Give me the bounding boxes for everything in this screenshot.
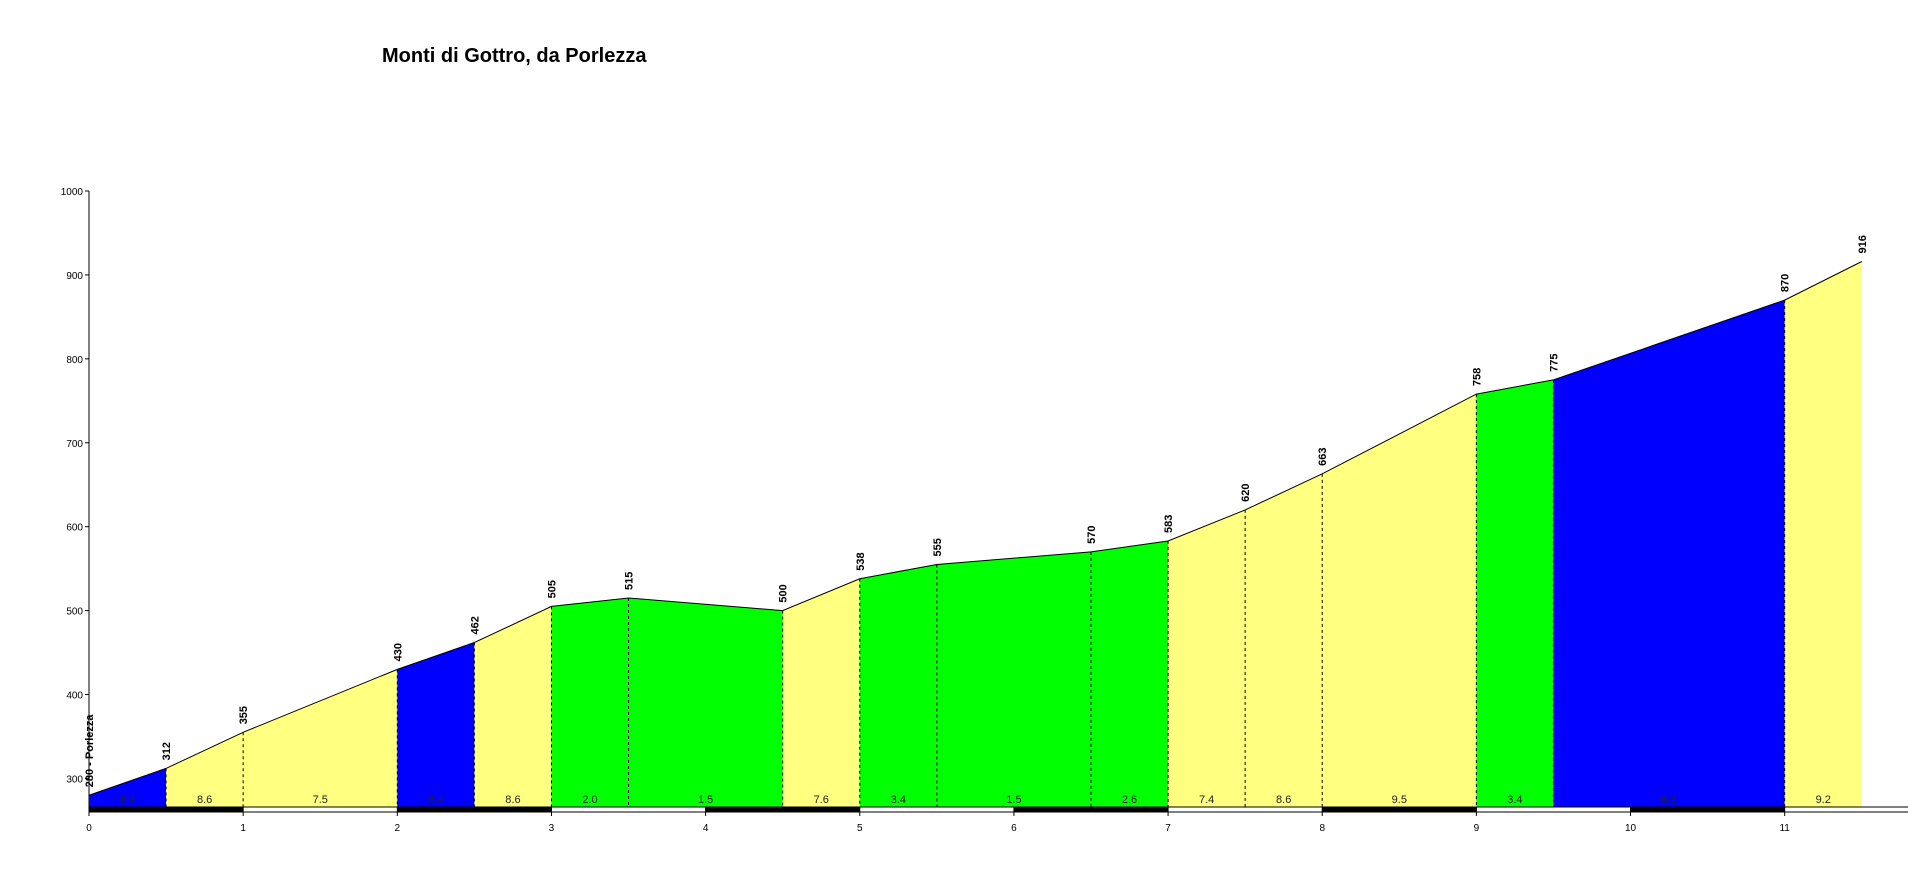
segment-label: 1.5 — [1006, 794, 1021, 806]
chart-title: Monti di Gottro, da Porlezza — [382, 45, 647, 67]
point-label: 775 — [1548, 353, 1560, 371]
km-band — [1630, 806, 1785, 813]
segment-area — [1245, 473, 1323, 807]
segment-area — [1476, 379, 1554, 807]
point-label: 312 — [161, 742, 173, 760]
segment-area — [474, 606, 552, 807]
segment-label: 7.4 — [1199, 794, 1214, 806]
y-tick-label: 700 — [66, 439, 83, 450]
x-tick-label: 9 — [1474, 823, 1480, 834]
x-tick-label: 1 — [240, 823, 246, 834]
segment-label: 9.5 — [1392, 794, 1407, 806]
x-tick-label: 10 — [1625, 823, 1637, 834]
segment-area — [1553, 300, 1785, 807]
segment-area — [782, 578, 860, 807]
segment-label: 3.4 — [891, 794, 906, 806]
segment-label: 6.4 — [428, 794, 443, 806]
y-tick-label: 900 — [66, 271, 83, 282]
point-label: 870 — [1780, 274, 1792, 292]
point-label: 515 — [624, 572, 636, 590]
point-label: 430 — [392, 643, 404, 661]
km-band — [1013, 806, 1169, 813]
point-label: 583 — [1163, 515, 1175, 533]
point-label: 758 — [1471, 368, 1483, 386]
km-band — [397, 806, 552, 813]
segment-label: 3.4 — [1507, 794, 1522, 806]
segment-area — [243, 669, 398, 807]
x-tick-label: 3 — [549, 823, 555, 834]
point-label: 663 — [1317, 447, 1329, 465]
segment-area — [397, 642, 475, 807]
segment-area — [551, 598, 629, 807]
x-tick-label: 11 — [1779, 823, 1790, 834]
x-tick-label: 6 — [1011, 823, 1017, 834]
km-band — [88, 806, 244, 813]
segment-area — [936, 551, 1091, 807]
segment-area — [628, 598, 783, 807]
point-label: 555 — [932, 538, 944, 556]
y-tick-label: 300 — [66, 774, 83, 785]
km-band — [1167, 806, 1323, 813]
profile-line — [88, 261, 1862, 796]
segment-label: 8.6 — [505, 794, 520, 806]
point-label: 355 — [238, 706, 250, 724]
point-label: 280 - Porlezza — [84, 714, 96, 788]
segment-area — [1090, 540, 1169, 807]
km-band — [1476, 806, 1631, 813]
segment-label: 8.6 — [197, 794, 212, 806]
point-label: 916 — [1857, 235, 1869, 253]
x-tick-label: 2 — [395, 823, 401, 834]
y-tick-label: 600 — [66, 523, 83, 534]
point-label: 570 — [1086, 526, 1098, 544]
y-tick-label: 500 — [66, 607, 83, 618]
x-tick-label: 4 — [703, 823, 709, 834]
y-tick-label: 800 — [66, 355, 83, 366]
point-label: 505 — [546, 580, 558, 598]
segment-area — [166, 732, 244, 807]
segment-area — [89, 768, 167, 807]
point-label: 462 — [469, 616, 481, 634]
point-label: 500 — [778, 584, 790, 602]
segment-label: 8.6 — [1276, 794, 1291, 806]
km-band — [1321, 806, 1477, 813]
km-band — [242, 806, 398, 813]
y-tick-label: 1000 — [61, 187, 84, 198]
segment-area — [859, 564, 937, 807]
km-band — [705, 806, 861, 813]
y-tick-label: 400 — [66, 691, 83, 702]
segment-area — [1168, 509, 1246, 807]
segment-label: 7.6 — [814, 794, 829, 806]
segment-label: 1.5 — [698, 794, 713, 806]
km-band — [551, 806, 706, 813]
segment-label: 2.0 — [582, 794, 597, 806]
x-tick-label: 8 — [1319, 823, 1325, 834]
point-label: 538 — [855, 552, 867, 570]
segment-label: 6.3 — [1661, 794, 1676, 806]
x-tick-label: 0 — [86, 823, 92, 834]
x-tick-label: 5 — [857, 823, 863, 834]
segment-label: 9.2 — [1816, 794, 1831, 806]
point-label: 620 — [1240, 484, 1252, 502]
segment-label: 2.6 — [1122, 794, 1137, 806]
segment-label: 6.4 — [120, 794, 135, 806]
segment-area — [1322, 394, 1477, 807]
km-band — [859, 806, 1015, 813]
segment-label: 7.5 — [313, 794, 328, 806]
x-tick-label: 7 — [1165, 823, 1171, 834]
segment-area — [1784, 261, 1862, 807]
